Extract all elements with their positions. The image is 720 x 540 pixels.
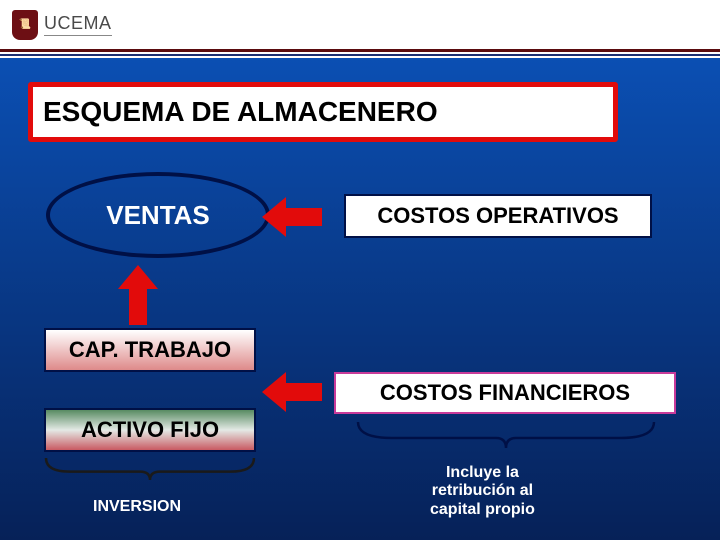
logo: 📜 UCEMA [12,10,112,40]
rule-1 [0,54,720,56]
arrow-up-icon [118,265,158,325]
brace-1-icon [44,456,256,482]
cap-trabajo-box: CAP. TRABAJO [44,328,256,372]
ventas-label: VENTAS [106,200,210,231]
costos-financieros-label: COSTOS FINANCIEROS [380,380,630,406]
costos-operativos-box: COSTOS OPERATIVOS [344,194,652,238]
logo-shield-icon: 📜 [12,10,38,40]
cap-trabajo-label: CAP. TRABAJO [69,337,231,363]
arrow-left-icon-2 [262,372,322,412]
costos-operativos-label: COSTOS OPERATIVOS [377,203,618,229]
activo-fijo-box: ACTIVO FIJO [44,408,256,452]
note-line-3: capital propio [430,501,535,519]
activo-fijo-label: ACTIVO FIJO [81,417,219,443]
logo-text: UCEMA [44,13,112,36]
title-text: ESQUEMA DE ALMACENERO [43,96,438,128]
note-line-2: retribución al [430,482,535,500]
costos-financieros-box: COSTOS FINANCIEROS [334,372,676,414]
brace-2-icon [356,420,656,450]
note-label: Incluye la retribución al capital propio [430,464,535,519]
title-box: ESQUEMA DE ALMACENERO [28,82,618,142]
header: 📜 UCEMA [0,0,720,52]
note-line-1: Incluye la [430,464,535,482]
arrow-left-icon-1 [262,197,322,237]
ventas-ellipse: VENTAS [46,172,270,258]
inversion-label: INVERSION [93,498,181,516]
